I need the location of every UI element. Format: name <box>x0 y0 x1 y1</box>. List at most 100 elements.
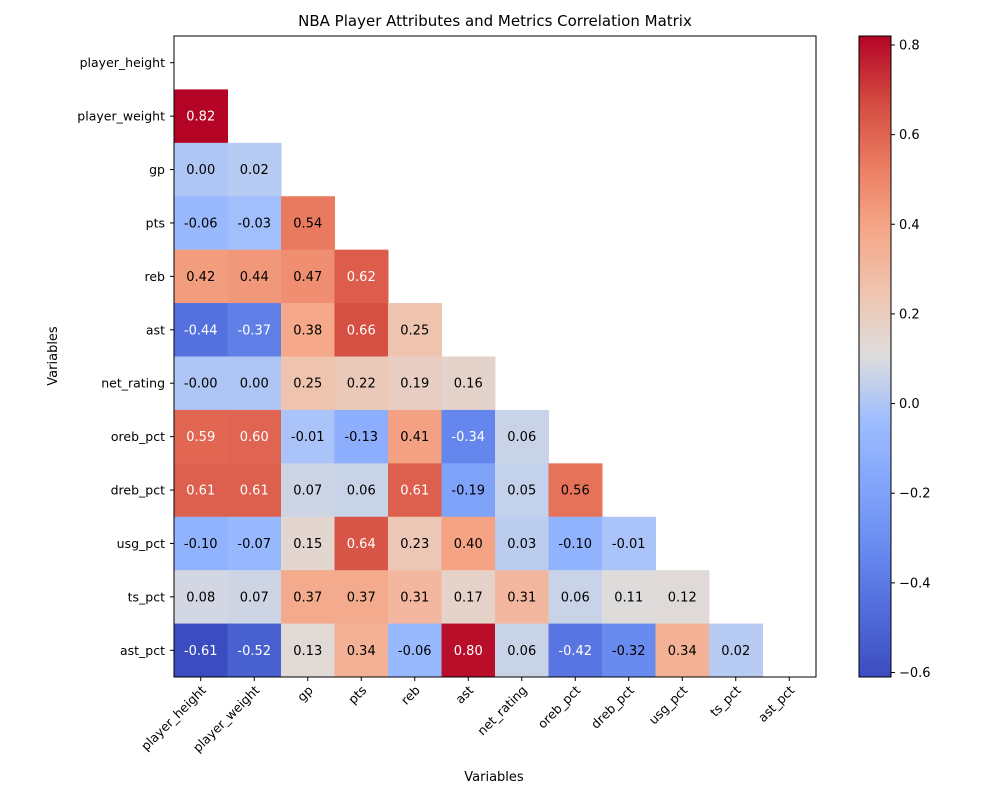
heatmap-cell <box>441 409 496 464</box>
heatmap-cell <box>281 356 335 411</box>
heatmap-cell <box>281 249 335 304</box>
heatmap-cell <box>388 409 442 464</box>
y-tick-label: ast <box>146 322 165 337</box>
x-tick-label: net_rating <box>474 683 530 739</box>
y-tick-label: ts_pct <box>128 589 165 604</box>
cell-value-label: 0.37 <box>347 590 376 605</box>
heatmap-cell <box>334 623 389 678</box>
x-axis-label: Variables <box>464 770 524 785</box>
cell-value-label: 0.31 <box>507 590 536 605</box>
y-tick-label: oreb_pct <box>111 429 165 444</box>
heatmap-cell <box>602 516 656 571</box>
cell-value-label: -0.37 <box>237 323 271 338</box>
cell-value-label: 0.62 <box>347 270 376 285</box>
heatmap-cell <box>281 570 335 625</box>
heatmap-cell <box>227 463 282 518</box>
heatmap-cell <box>334 356 389 411</box>
cell-value-label: -0.34 <box>451 430 485 445</box>
colorbar-tick-label: 0.0 <box>899 397 920 412</box>
cell-value-label: 0.56 <box>561 484 590 499</box>
x-tick-label: oreb_pct <box>535 682 584 731</box>
cell-value-label: -0.03 <box>237 216 271 231</box>
cell-value-label: 0.02 <box>721 644 750 659</box>
x-tick-label: dreb_pct <box>588 682 637 731</box>
x-tick-label: ast <box>452 682 476 706</box>
cell-value-label: 0.06 <box>507 430 536 445</box>
heatmap-cell <box>227 196 282 251</box>
cell-value-label: 0.23 <box>400 537 429 552</box>
colorbar-tick-label: 0.2 <box>899 307 920 322</box>
heatmap-cell <box>441 356 496 411</box>
cell-value-label: -0.19 <box>451 484 485 499</box>
cell-value-label: 0.06 <box>507 644 536 659</box>
cell-value-label: 0.03 <box>507 537 536 552</box>
heatmap-cell <box>388 463 442 518</box>
x-tick-label: pts <box>345 683 369 707</box>
cell-value-label: 0.61 <box>400 484 429 499</box>
cell-value-label: 0.06 <box>347 484 376 499</box>
heatmap-cell <box>602 623 656 678</box>
heatmap-cell <box>334 303 389 357</box>
cell-value-label: 0.40 <box>454 537 483 552</box>
cell-value-label: -0.10 <box>558 537 592 552</box>
heatmap-cell <box>441 516 496 571</box>
y-tick-label: reb <box>145 269 166 284</box>
heatmap-cell <box>281 516 335 571</box>
heatmap-cell <box>174 249 228 304</box>
cell-value-label: -0.06 <box>184 216 218 231</box>
cell-value-label: 0.37 <box>293 590 322 605</box>
y-tick-label: player_weight <box>77 109 165 124</box>
heatmap-cell <box>388 570 442 625</box>
cell-value-label: 0.25 <box>400 323 429 338</box>
heatmap-cell <box>495 516 549 571</box>
cell-value-label: 0.16 <box>454 377 483 392</box>
cell-value-label: -0.01 <box>612 537 646 552</box>
cell-value-label: 0.07 <box>240 590 269 605</box>
heatmap-cell <box>281 303 335 357</box>
heatmap-cell <box>334 516 389 571</box>
heatmap-cell <box>388 303 442 357</box>
cell-value-label: 0.13 <box>293 644 322 659</box>
heatmap-cell <box>174 142 228 197</box>
cell-value-label: 0.00 <box>186 163 215 178</box>
chart-title: NBA Player Attributes and Metrics Correl… <box>298 12 692 30</box>
heatmap-cell <box>441 463 496 518</box>
cell-value-label: 0.15 <box>293 537 322 552</box>
heatmap-cell <box>709 623 763 678</box>
heatmap-cell <box>227 409 282 464</box>
heatmap-cell <box>548 463 603 518</box>
colorbar-tick-label: 0.8 <box>899 38 920 53</box>
y-tick-label: pts <box>146 215 165 230</box>
y-tick-label: dreb_pct <box>111 483 165 498</box>
heatmap-cell <box>227 516 282 571</box>
x-tick-label: gp <box>294 682 316 704</box>
x-tick-label: reb <box>398 682 423 707</box>
colorbar-tick-label: 0.4 <box>899 218 920 233</box>
heatmap-cell <box>174 303 228 357</box>
colorbar-tick-label: −0.2 <box>899 487 931 502</box>
heatmap-cell <box>227 570 282 625</box>
cell-value-label: -0.10 <box>184 537 218 552</box>
cell-value-label: -0.52 <box>237 644 271 659</box>
heatmap-cell <box>174 409 228 464</box>
cell-value-label: 0.64 <box>347 537 376 552</box>
y-axis-label: Variables <box>46 326 61 386</box>
cell-value-label: 0.07 <box>293 484 322 499</box>
heatmap-cell <box>388 356 442 411</box>
heatmap-cell <box>655 570 710 625</box>
colorbar-gradient <box>858 35 892 678</box>
cell-value-label: 0.60 <box>240 430 269 445</box>
cell-value-label: 0.66 <box>347 323 376 338</box>
cell-value-label: 0.47 <box>293 270 322 285</box>
cell-value-label: 0.59 <box>186 430 215 445</box>
cell-value-label: 0.42 <box>186 270 215 285</box>
heatmap-cell <box>281 196 335 251</box>
cell-value-label: 0.11 <box>614 590 643 605</box>
cell-value-label: -0.00 <box>184 377 218 392</box>
cell-value-label: 0.61 <box>240 484 269 499</box>
cell-value-label: 0.00 <box>240 377 269 392</box>
heatmap-cell <box>388 623 442 678</box>
